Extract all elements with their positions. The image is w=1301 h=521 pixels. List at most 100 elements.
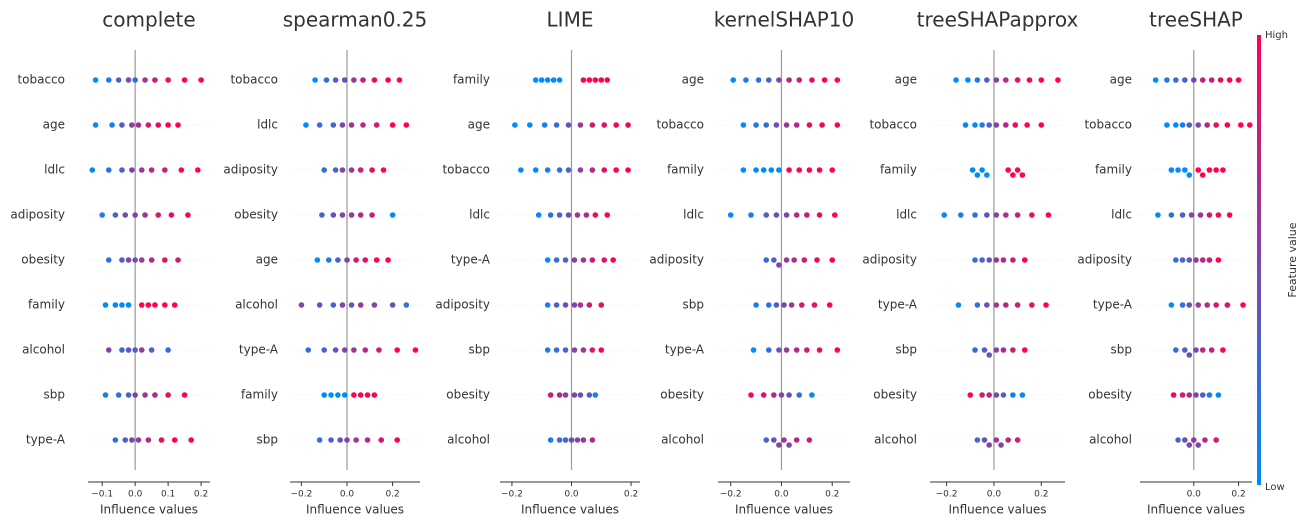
- dot: [357, 302, 364, 308]
- dot: [771, 257, 777, 263]
- dot: [109, 122, 115, 128]
- dot: [1014, 167, 1021, 173]
- dot: [102, 302, 109, 308]
- dot: [1208, 347, 1215, 353]
- dot: [1199, 172, 1206, 178]
- dot: [171, 302, 178, 308]
- dot: [577, 302, 584, 308]
- feature-label: tobacco: [17, 73, 65, 87]
- dot: [556, 212, 563, 218]
- dot: [776, 347, 782, 353]
- dot: [743, 77, 749, 83]
- x-tick-label: −0.2: [720, 490, 742, 500]
- dot: [1199, 392, 1206, 398]
- dot: [553, 302, 560, 308]
- dot: [771, 392, 777, 398]
- dot: [1038, 122, 1045, 128]
- dot: [328, 437, 334, 443]
- dot: [753, 167, 759, 173]
- dot: [1199, 347, 1206, 353]
- dot: [544, 77, 551, 83]
- dot: [1005, 437, 1011, 443]
- x-axis-label: Influence values: [306, 503, 404, 517]
- feature-label: type-A: [451, 253, 491, 267]
- dot: [1000, 347, 1007, 353]
- dot: [556, 437, 563, 443]
- feature-label: adiposity: [862, 253, 917, 267]
- dot: [316, 122, 323, 128]
- dot: [1186, 442, 1193, 448]
- dot: [142, 212, 148, 218]
- dot: [376, 347, 382, 353]
- dot: [562, 437, 569, 443]
- dot: [753, 302, 759, 308]
- dot: [102, 392, 109, 398]
- dot: [765, 77, 772, 83]
- dot: [99, 212, 105, 218]
- dot: [972, 347, 978, 353]
- dot: [598, 302, 605, 308]
- dot: [1019, 392, 1026, 398]
- feature-label: ldlc: [469, 208, 490, 222]
- dot: [556, 77, 563, 83]
- dot: [804, 347, 810, 353]
- dot: [748, 212, 754, 218]
- dot: [793, 212, 800, 218]
- panel-title: treeSHAPapprox: [917, 8, 1079, 32]
- dot: [829, 167, 836, 173]
- dot: [1215, 257, 1222, 263]
- dot: [953, 77, 959, 83]
- x-tick-label: −0.2: [501, 490, 523, 500]
- feature-label: sbp: [1111, 343, 1133, 357]
- dot: [589, 257, 596, 263]
- dot: [351, 347, 357, 353]
- dot: [535, 212, 542, 218]
- x-tick-label: 0.0: [1187, 490, 1202, 500]
- dot: [119, 257, 125, 263]
- dot: [1186, 352, 1193, 358]
- dot: [1010, 392, 1016, 398]
- dot: [773, 302, 780, 308]
- dot: [586, 392, 593, 398]
- dot: [1026, 77, 1033, 83]
- dot: [796, 392, 803, 398]
- dot: [135, 122, 142, 128]
- x-tick-label: 0.1: [161, 490, 175, 500]
- dot: [1002, 122, 1009, 128]
- dot: [809, 392, 815, 398]
- dot: [589, 347, 596, 353]
- dot: [1014, 302, 1021, 308]
- dot: [185, 212, 191, 218]
- dot: [168, 212, 175, 218]
- dot: [981, 437, 988, 443]
- dot: [1182, 437, 1188, 443]
- dot: [165, 392, 171, 398]
- dot: [325, 257, 332, 263]
- dot: [1182, 167, 1188, 173]
- dot: [984, 172, 990, 178]
- dot: [344, 437, 350, 443]
- dot: [353, 257, 359, 263]
- dot: [592, 212, 599, 218]
- dot: [562, 347, 569, 353]
- dot: [330, 122, 337, 128]
- dot: [773, 212, 780, 218]
- dot: [362, 257, 369, 263]
- dot: [727, 212, 734, 218]
- dot: [831, 212, 838, 218]
- dot: [1173, 122, 1179, 128]
- feature-label: family: [667, 163, 704, 177]
- feature-label: tobacco: [230, 73, 278, 87]
- dot: [1010, 172, 1016, 178]
- dot: [132, 212, 138, 218]
- dot: [981, 347, 988, 353]
- dot: [1190, 437, 1197, 443]
- feature-label: obesity: [446, 388, 490, 402]
- dot: [796, 167, 803, 173]
- colorbar-high: High: [1265, 30, 1288, 41]
- dot: [768, 167, 775, 173]
- dot: [986, 257, 993, 263]
- dot: [965, 77, 971, 83]
- dot: [337, 437, 343, 443]
- dot: [763, 257, 770, 263]
